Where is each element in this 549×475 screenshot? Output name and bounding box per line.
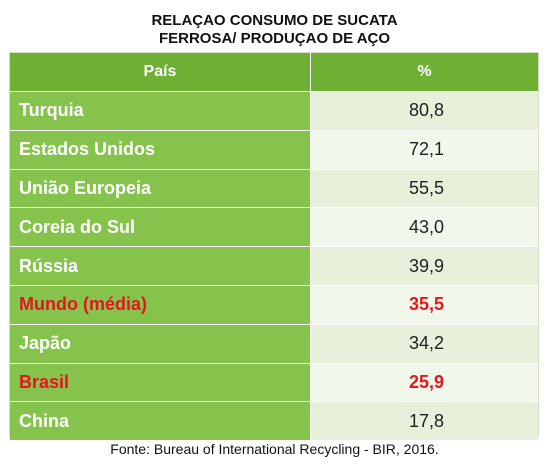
table-row: Estados Unidos 72,1 bbox=[10, 130, 538, 170]
table-row: Turquia 80,8 bbox=[10, 92, 538, 131]
row-label: Turquia bbox=[10, 92, 311, 130]
row-label: Mundo (média) bbox=[10, 286, 311, 324]
row-value: 34,2 bbox=[311, 324, 538, 363]
column-header-percent: % bbox=[311, 53, 538, 91]
row-value: 17,8 bbox=[311, 402, 538, 441]
row-label: Rússia bbox=[10, 247, 311, 285]
table-row: Brasil 25,9 bbox=[10, 363, 538, 403]
chart-title: RELAÇAO CONSUMO DE SUCATA FERROSA/ PRODU… bbox=[0, 12, 549, 48]
row-value: 72,1 bbox=[311, 130, 538, 169]
table-row: União Europeia 55,5 bbox=[10, 169, 538, 209]
data-table: País % Turquia 80,8 Estados Unidos 72,1 Uniã… bbox=[9, 52, 539, 442]
row-label: Coreia do Sul bbox=[10, 208, 311, 247]
chart-title-line-2: FERROSA/ PRODUÇAO DE AÇO bbox=[158, 30, 391, 47]
row-label: Brasil bbox=[10, 363, 311, 402]
row-value: 55,5 bbox=[311, 169, 538, 208]
row-label: União Europeia bbox=[10, 169, 311, 208]
table-header-row: País % bbox=[10, 53, 538, 92]
table-row: Coreia do Sul 43,0 bbox=[10, 208, 538, 248]
row-value: 25,9 bbox=[311, 363, 538, 402]
table-row: China 17,8 bbox=[10, 402, 538, 442]
row-value: 43,0 bbox=[311, 208, 538, 247]
row-value: 35,5 bbox=[311, 286, 538, 324]
row-value: 80,8 bbox=[311, 92, 538, 130]
table-row: Mundo (média) 35,5 bbox=[10, 286, 538, 325]
table-row: Japão 34,2 bbox=[10, 324, 538, 364]
table-row: Rússia 39,9 bbox=[10, 247, 538, 286]
chart-title-line-1: RELAÇAO CONSUMO DE SUCATA bbox=[151, 12, 398, 29]
row-value: 39,9 bbox=[311, 247, 538, 285]
source-note: Fonte: Bureau of International Recycling… bbox=[110, 441, 439, 457]
row-label: Japão bbox=[10, 324, 311, 363]
column-header-pais: País bbox=[10, 53, 311, 91]
row-label: China bbox=[10, 402, 311, 441]
row-label: Estados Unidos bbox=[10, 130, 311, 169]
